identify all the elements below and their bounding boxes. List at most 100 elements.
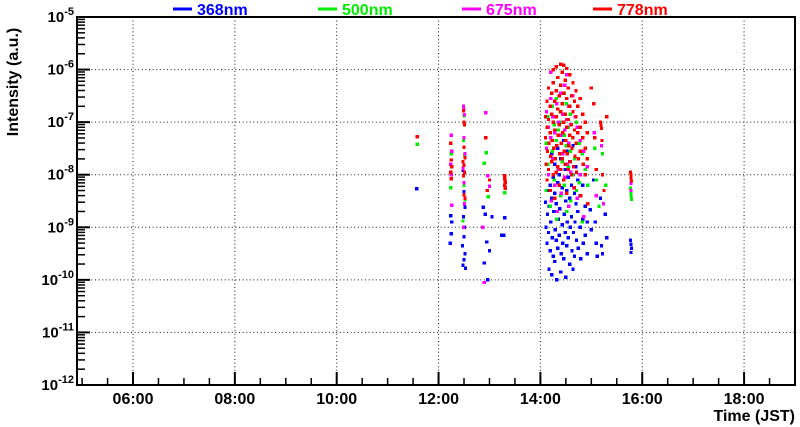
data-point: [461, 166, 465, 171]
data-point: [556, 107, 560, 111]
data-point: [463, 266, 468, 270]
data-point: [551, 81, 555, 85]
data-point: [589, 228, 593, 232]
data-point: [552, 178, 556, 182]
data-point: [461, 225, 466, 229]
data-point: [553, 228, 557, 232]
data-point: [562, 138, 566, 143]
data-point: [577, 180, 581, 185]
data-point: [566, 167, 571, 172]
data-point: [556, 133, 560, 137]
data-point: [568, 104, 572, 109]
data-point: [503, 190, 507, 195]
data-point: [585, 131, 589, 135]
data-point: [555, 144, 559, 148]
data-point: [578, 225, 582, 229]
data-point: [548, 154, 553, 158]
data-point: [557, 123, 561, 127]
data-point: [503, 177, 507, 181]
data-point: [553, 157, 557, 161]
data-point: [461, 104, 466, 109]
data-point: [486, 278, 490, 282]
data-point: [629, 197, 634, 202]
data-point: [548, 220, 553, 224]
data-point: [628, 186, 633, 191]
data-point: [544, 188, 548, 193]
data-point: [461, 138, 466, 143]
data-point: [552, 123, 556, 127]
data-point: [551, 254, 555, 258]
legend: 368nm 500nm 675nm 778nm: [173, 2, 668, 19]
data-point: [552, 128, 557, 132]
data-point: [550, 115, 555, 119]
data-point: [568, 159, 573, 164]
x-tick-label: 10:00: [316, 391, 357, 408]
data-point: [565, 209, 569, 214]
data-point: [575, 104, 580, 109]
data-point: [562, 212, 566, 216]
x-tick-label: 14:00: [520, 391, 561, 408]
data-point: [554, 115, 558, 119]
data-point: [462, 123, 467, 127]
data-point: [572, 99, 577, 103]
data-point: [560, 102, 564, 106]
data-point: [629, 181, 633, 185]
data-point: [586, 183, 590, 187]
legend-label: 368nm: [197, 2, 248, 19]
data-point: [564, 275, 568, 279]
data-point: [559, 83, 563, 87]
data-point: [415, 135, 419, 139]
data-point: [548, 249, 552, 253]
data-point: [600, 173, 605, 177]
series-778nm: [415, 62, 634, 206]
data-point: [581, 241, 585, 245]
data-point: [561, 241, 565, 245]
data-point: [574, 170, 579, 174]
x-tick-label: 12:00: [418, 391, 459, 408]
data-point: [484, 111, 488, 115]
x-tick-label: 06:00: [113, 391, 154, 408]
data-point: [569, 183, 574, 187]
data-point: [569, 215, 574, 219]
data-point: [585, 165, 589, 169]
data-point: [558, 152, 562, 156]
data-point: [592, 178, 596, 182]
data-point: [563, 162, 567, 166]
data-point: [594, 167, 599, 172]
data-point: [555, 217, 559, 222]
x-tick-label: 18:00: [724, 391, 765, 408]
data-point: [578, 173, 582, 177]
series-500nm: [415, 91, 634, 224]
y-tick-label: 10-7: [48, 111, 74, 131]
data-point: [570, 249, 574, 253]
data-point: [543, 115, 548, 119]
data-point: [575, 125, 579, 130]
data-point: [578, 257, 583, 261]
data-point: [629, 188, 633, 193]
data-point: [571, 144, 575, 148]
data-point: [628, 238, 633, 243]
data-point: [585, 220, 589, 224]
legend-label: 675nm: [486, 2, 537, 19]
data-point: [545, 212, 550, 216]
data-point: [559, 91, 563, 95]
y-tick-label: 10-8: [48, 164, 74, 184]
data-point: [557, 120, 561, 124]
data-point: [557, 167, 561, 172]
data-point: [576, 157, 580, 161]
gridlines: [77, 17, 795, 385]
data-point: [462, 163, 466, 167]
data-point: [602, 188, 606, 193]
x-tick-label: 08:00: [214, 391, 255, 408]
data-point: [565, 66, 569, 71]
data-point: [574, 238, 579, 243]
data-point: [565, 188, 569, 193]
data-point: [563, 112, 567, 116]
data-point: [575, 196, 579, 201]
data-point: [557, 183, 561, 187]
data-point: [414, 187, 419, 191]
data-point: [571, 109, 575, 114]
data-points-layer: [414, 62, 634, 285]
data-point: [484, 136, 488, 140]
